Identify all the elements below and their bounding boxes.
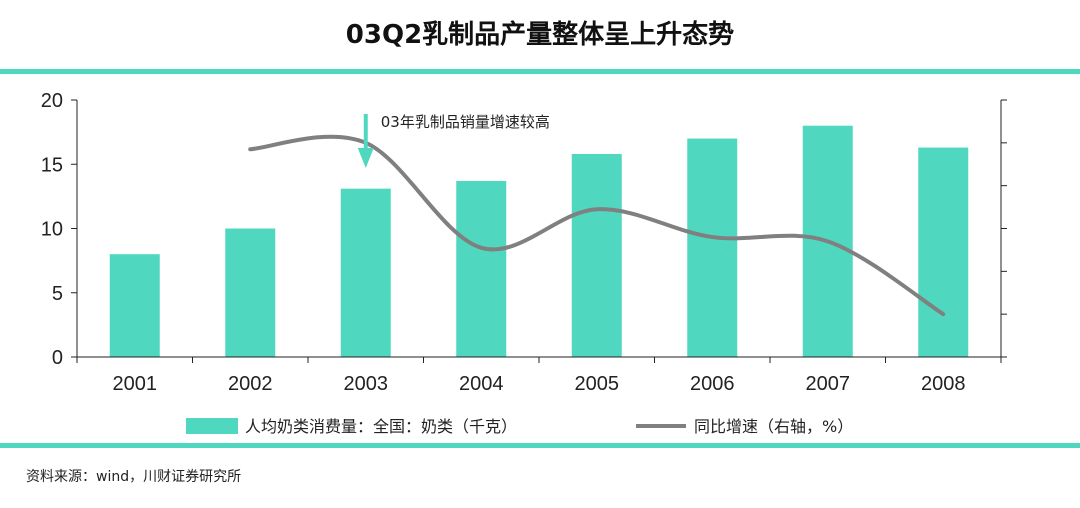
x-tick-label-2008: 2008 bbox=[921, 373, 966, 395]
x-tick-label-2003: 2003 bbox=[344, 373, 389, 395]
bar-2006 bbox=[687, 138, 738, 357]
legend-line-label: 同比增速（右轴，%） bbox=[694, 417, 853, 436]
legend-bar-swatch bbox=[186, 418, 238, 434]
bar-2004 bbox=[456, 180, 507, 357]
annotation-arrow-head bbox=[357, 148, 374, 168]
bar-2002 bbox=[225, 228, 276, 357]
x-tick-label-2005: 2005 bbox=[575, 373, 620, 395]
bar-2005 bbox=[571, 153, 622, 357]
legend-bar-label: 人均奶类消费量：全国：奶类（千克） bbox=[245, 417, 517, 436]
x-tick-label-2006: 2006 bbox=[690, 373, 735, 395]
bar-2008 bbox=[918, 147, 969, 357]
x-tick-label-2002: 2002 bbox=[228, 373, 273, 395]
bottom-divider bbox=[0, 443, 1080, 448]
bar-2001 bbox=[109, 254, 160, 357]
x-tick-label-2001: 2001 bbox=[113, 373, 158, 395]
left-tick-label-15: 15 bbox=[41, 154, 63, 176]
x-tick-label-2007: 2007 bbox=[806, 373, 851, 395]
source-note: 资料来源：wind，川财证券研究所 bbox=[26, 469, 242, 485]
left-tick-label-10: 10 bbox=[41, 219, 63, 241]
x-tick-label-2004: 2004 bbox=[459, 373, 504, 395]
chart-title: 03Q2乳制品产量整体呈上升态势 bbox=[345, 20, 735, 50]
bar-2003 bbox=[340, 188, 391, 357]
top-divider bbox=[0, 69, 1080, 74]
annotation-text: 03年乳制品销量增速较高 bbox=[381, 113, 550, 131]
left-tick-label-20: 20 bbox=[41, 90, 63, 112]
left-tick-label-0: 0 bbox=[52, 347, 63, 369]
left-tick-label-5: 5 bbox=[52, 283, 63, 305]
